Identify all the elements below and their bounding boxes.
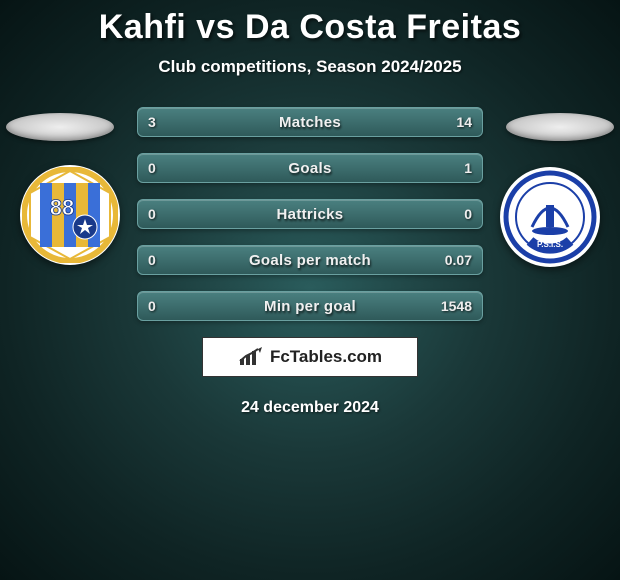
stat-row-matches: 3 Matches 14 [137, 107, 483, 137]
stat-right-value: 14 [456, 114, 472, 130]
stat-row-goals-per-match: 0 Goals per match 0.07 [137, 245, 483, 275]
stat-row-goals: 0 Goals 1 [137, 153, 483, 183]
club-badge-right: P.S.I.S. [500, 167, 600, 267]
subtitle: Club competitions, Season 2024/2025 [0, 57, 620, 77]
stat-left-value: 0 [148, 298, 156, 314]
club-badge-left: 88 [20, 165, 120, 265]
stat-right-value: 1 [464, 160, 472, 176]
stat-right-value: 1548 [441, 298, 472, 314]
brand-box[interactable]: FcTables.com [202, 337, 418, 377]
chart-icon [238, 347, 264, 367]
stats-area: 88 P.S.I.S. 3 Matches 14 0 Goals 1 [0, 107, 620, 417]
stat-label: Hattricks [277, 206, 344, 223]
stat-row-hattricks: 0 Hattricks 0 [137, 199, 483, 229]
club-right-icon: P.S.I.S. [502, 169, 598, 265]
stat-left-value: 0 [148, 252, 156, 268]
player-marker-right [506, 113, 614, 141]
stat-label: Min per goal [264, 298, 356, 315]
club-left-icon: 88 [22, 167, 118, 263]
brand-text: FcTables.com [270, 347, 382, 367]
stat-right-value: 0.07 [445, 252, 472, 268]
stat-left-value: 0 [148, 160, 156, 176]
stat-label: Matches [279, 114, 341, 131]
date-line: 24 december 2024 [0, 399, 620, 417]
stat-rows: 3 Matches 14 0 Goals 1 0 Hattricks 0 0 G… [137, 107, 483, 321]
stat-label: Goals [288, 160, 331, 177]
svg-text:P.S.I.S.: P.S.I.S. [537, 240, 563, 249]
page-title: Kahfi vs Da Costa Freitas [0, 0, 620, 47]
stat-right-value: 0 [464, 206, 472, 222]
svg-text:88: 88 [50, 195, 74, 220]
stat-row-min-per-goal: 0 Min per goal 1548 [137, 291, 483, 321]
stat-label: Goals per match [249, 252, 371, 269]
stat-left-value: 0 [148, 206, 156, 222]
player-marker-left [6, 113, 114, 141]
stat-left-value: 3 [148, 114, 156, 130]
